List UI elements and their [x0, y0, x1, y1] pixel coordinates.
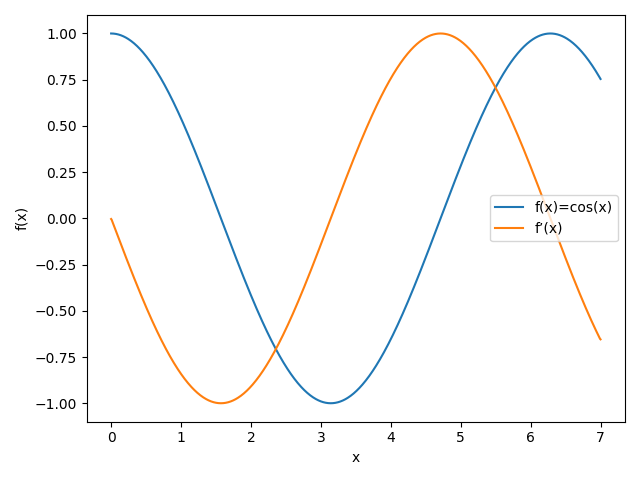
f(x)=cos(x)	[323, 400, 330, 406]
f’(x)	[217, 400, 225, 406]
f’(x)	[444, 32, 452, 37]
f(x)=cos(x)	[498, 73, 506, 79]
f(x)=cos(x)	[157, 76, 165, 82]
f’(x)	[108, 216, 115, 222]
f(x)=cos(x)	[596, 76, 604, 82]
f(x)=cos(x)	[444, 197, 452, 203]
f’(x)	[490, 82, 497, 87]
f(x)=cos(x)	[305, 392, 313, 397]
f’(x)	[323, 225, 331, 231]
f’(x)	[596, 336, 604, 342]
f’(x)	[306, 271, 314, 276]
f’(x)	[437, 31, 445, 36]
f(x)=cos(x)	[490, 89, 497, 95]
Line: f’(x): f’(x)	[111, 34, 600, 403]
f(x)=cos(x)	[108, 31, 115, 36]
Line: f(x)=cos(x): f(x)=cos(x)	[111, 34, 600, 403]
Y-axis label: f(x): f(x)	[15, 206, 29, 230]
f(x)=cos(x)	[327, 400, 335, 406]
f’(x)	[157, 336, 165, 342]
f’(x)	[499, 98, 506, 104]
Legend: f(x)=cos(x), f’(x): f(x)=cos(x), f’(x)	[490, 195, 618, 241]
X-axis label: x: x	[352, 451, 360, 465]
